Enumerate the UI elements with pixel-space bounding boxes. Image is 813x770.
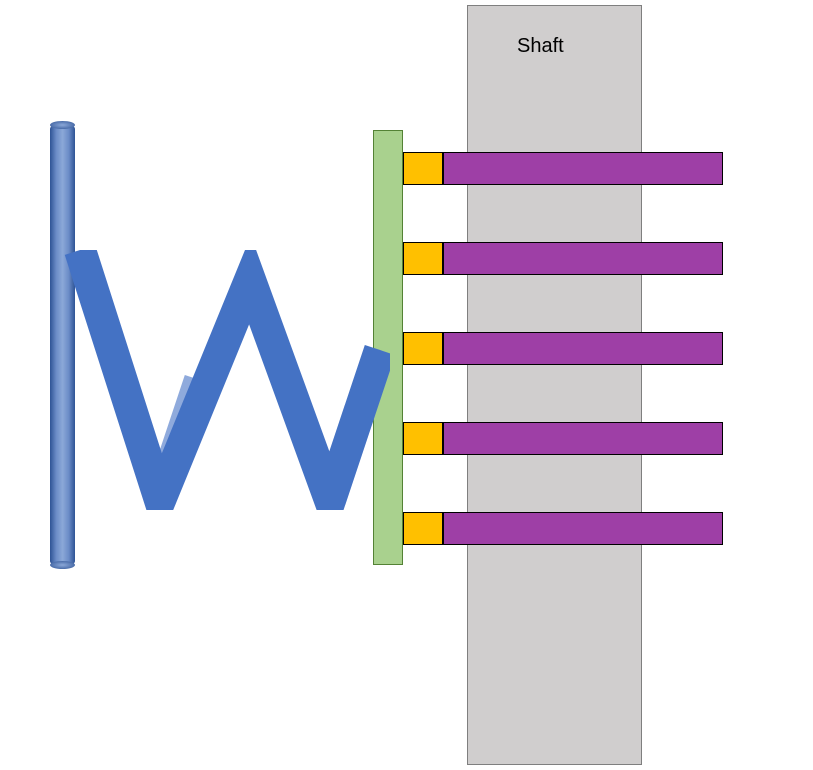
disc-bar-3 <box>443 332 723 365</box>
disc-bar-4 <box>443 422 723 455</box>
friction-pad-5 <box>403 512 443 545</box>
friction-pad-1 <box>403 152 443 185</box>
friction-pad-4 <box>403 422 443 455</box>
spring-front-segment <box>80 250 380 500</box>
mechanical-diagram: Shaft <box>0 0 813 770</box>
friction-pad-2 <box>403 242 443 275</box>
friction-pad-3 <box>403 332 443 365</box>
disc-bar-5 <box>443 512 723 545</box>
shaft-column <box>467 5 642 765</box>
disc-bar-2 <box>443 242 723 275</box>
disc-bar-1 <box>443 152 723 185</box>
shaft-label: Shaft <box>517 35 564 58</box>
spring-coil <box>60 250 390 510</box>
